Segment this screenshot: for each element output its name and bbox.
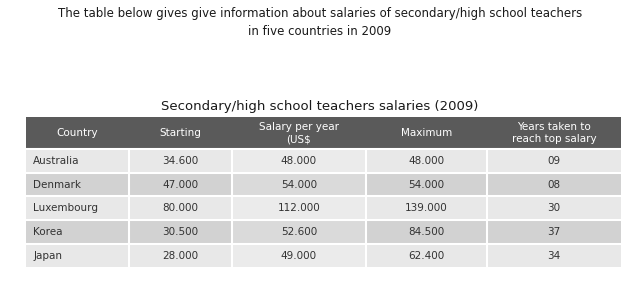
Text: Luxembourg: Luxembourg bbox=[33, 203, 99, 213]
Text: 47.000: 47.000 bbox=[163, 179, 198, 190]
Bar bbox=[487, 220, 621, 244]
Bar bbox=[487, 197, 621, 220]
Bar bbox=[26, 220, 129, 244]
Bar bbox=[365, 220, 487, 244]
Text: 54.000: 54.000 bbox=[408, 179, 445, 190]
Text: Starting: Starting bbox=[159, 128, 202, 138]
Text: 80.000: 80.000 bbox=[163, 203, 198, 213]
Text: Years taken to
reach top salary: Years taken to reach top salary bbox=[511, 122, 596, 144]
Text: 28.000: 28.000 bbox=[163, 251, 198, 261]
Text: 84.500: 84.500 bbox=[408, 227, 445, 237]
Text: The table below gives give information about salaries of secondary/high school t: The table below gives give information a… bbox=[58, 7, 582, 38]
Bar bbox=[365, 197, 487, 220]
Text: 54.000: 54.000 bbox=[281, 179, 317, 190]
Text: 62.400: 62.400 bbox=[408, 251, 445, 261]
Text: 112.000: 112.000 bbox=[278, 203, 320, 213]
Text: 52.600: 52.600 bbox=[281, 227, 317, 237]
Text: Salary per year
(US$: Salary per year (US$ bbox=[259, 122, 339, 144]
Bar bbox=[487, 244, 621, 268]
Bar bbox=[26, 244, 129, 268]
Text: 34.600: 34.600 bbox=[163, 156, 198, 166]
Text: Maximum: Maximum bbox=[401, 128, 452, 138]
Bar bbox=[26, 173, 129, 197]
Bar bbox=[365, 244, 487, 268]
Text: 30: 30 bbox=[547, 203, 561, 213]
Text: 09: 09 bbox=[547, 156, 561, 166]
Text: 34: 34 bbox=[547, 251, 561, 261]
Bar bbox=[232, 117, 365, 149]
Bar bbox=[365, 117, 487, 149]
Text: 37: 37 bbox=[547, 227, 561, 237]
Bar bbox=[487, 173, 621, 197]
Bar bbox=[26, 197, 129, 220]
Bar bbox=[232, 149, 365, 173]
Text: 49.000: 49.000 bbox=[281, 251, 317, 261]
Text: Japan: Japan bbox=[33, 251, 62, 261]
Text: Country: Country bbox=[56, 128, 98, 138]
Bar bbox=[232, 173, 365, 197]
Bar bbox=[232, 197, 365, 220]
Bar bbox=[487, 117, 621, 149]
Bar bbox=[26, 117, 129, 149]
Bar bbox=[487, 149, 621, 173]
Text: Australia: Australia bbox=[33, 156, 80, 166]
Text: 08: 08 bbox=[547, 179, 561, 190]
Bar bbox=[26, 149, 129, 173]
Text: Korea: Korea bbox=[33, 227, 63, 237]
Bar bbox=[232, 244, 365, 268]
Bar bbox=[129, 117, 232, 149]
Bar bbox=[232, 220, 365, 244]
Bar bbox=[365, 173, 487, 197]
Text: Denmark: Denmark bbox=[33, 179, 81, 190]
Bar bbox=[129, 220, 232, 244]
Text: 48.000: 48.000 bbox=[408, 156, 445, 166]
Bar bbox=[129, 173, 232, 197]
Text: 30.500: 30.500 bbox=[163, 227, 198, 237]
Bar bbox=[129, 149, 232, 173]
Bar bbox=[129, 197, 232, 220]
Bar bbox=[365, 149, 487, 173]
Text: 48.000: 48.000 bbox=[281, 156, 317, 166]
Text: Secondary/high school teachers salaries (2009): Secondary/high school teachers salaries … bbox=[161, 100, 479, 113]
Bar bbox=[129, 244, 232, 268]
Text: 139.000: 139.000 bbox=[405, 203, 448, 213]
